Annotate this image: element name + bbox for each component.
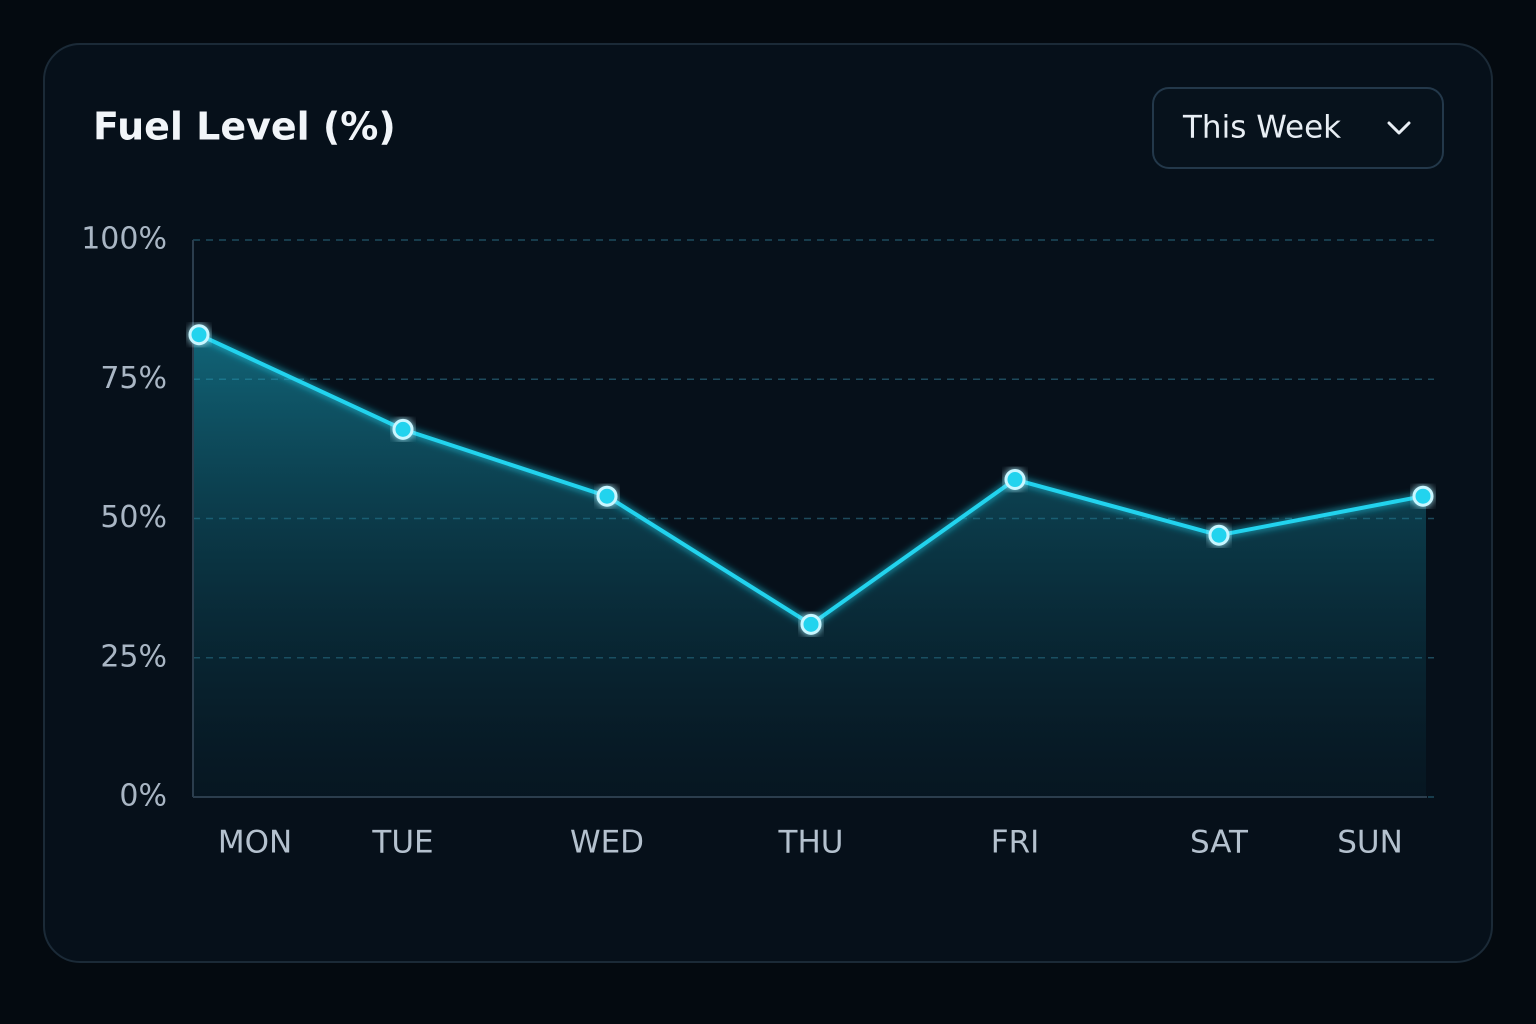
plot: 0% 25% 50% 75% 100% MON TUE WED THU FRI SAT SUN [81, 222, 1434, 861]
x-tick-label: TUE [371, 825, 433, 861]
y-tick-label: 25% [100, 639, 167, 674]
x-tick-label: MON [218, 825, 292, 861]
point [1208, 524, 1230, 546]
point [596, 485, 618, 507]
area [193, 334, 1426, 797]
point [800, 613, 822, 635]
point [188, 324, 210, 346]
x-tick-label: SUN [1337, 825, 1403, 861]
y-tick-label: 50% [100, 500, 167, 535]
x-tick-label: WED [570, 825, 644, 861]
point [1004, 469, 1026, 491]
y-tick-label: 75% [100, 361, 167, 396]
x-tick-label: THU [778, 825, 844, 861]
dropdown[interactable]: This Week [1152, 87, 1444, 169]
dropdown-chevron[interactable] [1387, 121, 1411, 135]
point [392, 418, 414, 440]
point [1412, 485, 1434, 507]
y-tick-label: 0% [119, 779, 167, 814]
x-tick-label: FRI [991, 825, 1040, 861]
dropdown-box[interactable] [1152, 87, 1444, 169]
dropdown-label[interactable]: This Week [1182, 110, 1341, 146]
x-tick-label: SAT [1190, 825, 1249, 861]
chart-title: Fuel Level (%) [93, 105, 396, 149]
y-tick-label: 100% [81, 222, 167, 257]
